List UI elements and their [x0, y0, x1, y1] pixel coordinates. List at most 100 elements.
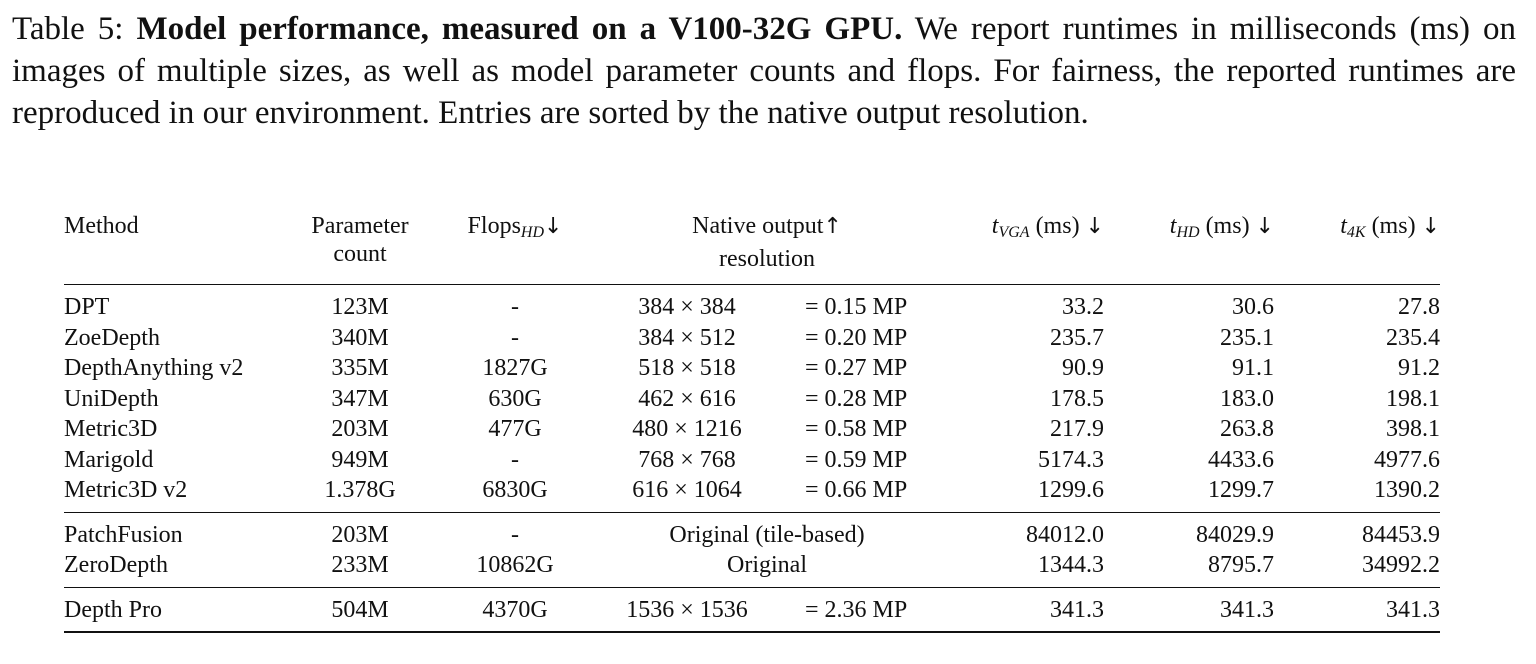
- t-4k-cell: 1390.2: [1374, 477, 1440, 503]
- t-hd-cell: 341.3: [1220, 596, 1274, 623]
- header-t-4k-arrow: ↓: [1421, 214, 1440, 239]
- flops-cell: -: [511, 324, 519, 351]
- method-cell: DepthAnything v2: [64, 355, 244, 381]
- table-row: Metric3D 203M 477G 480 × 1216 = 0.58 MP 217.9…: [64, 414, 1440, 445]
- t-vga-cell: 5174.3: [1038, 446, 1104, 473]
- flops-cell: -: [511, 446, 519, 473]
- method-cell: Metric3D v2: [64, 477, 188, 503]
- header-t-hd: tHD (ms) ↓: [1170, 212, 1274, 247]
- t-vga-cell: 178.5: [1050, 385, 1104, 412]
- header-flops-arrow: ↓: [544, 214, 563, 239]
- table-row: Depth Pro 504M 4370G 1536 × 1536 = 2.36 MP 34…: [64, 595, 1440, 626]
- header-t-hd-var: t: [1169, 213, 1177, 239]
- header-parameter-line1: Parameter: [311, 213, 409, 239]
- header-t-vga-var: t: [991, 213, 999, 239]
- header-flops-label: Flops: [467, 213, 521, 239]
- table-row: Marigold 949M - 768 × 768 = 0.59 MP 5174.3 443…: [64, 445, 1440, 476]
- caption-bold-title: Model performance, measured on a V100-32…: [136, 11, 903, 47]
- megapixel-cell: = 0.58 MP: [805, 416, 908, 442]
- table-row: ZeroDepth 233M 10862G Original 1344.3 8795.7 3…: [64, 550, 1440, 581]
- header-t-vga-arrow: ↓: [1085, 214, 1104, 239]
- resolution-cell: 480 × 1216: [632, 416, 742, 442]
- header-rule: [64, 284, 1440, 285]
- native-output-cell: Original: [727, 552, 807, 578]
- header-native-output: Native output↑ resolution: [692, 212, 842, 273]
- t-vga-cell: 90.9: [1062, 355, 1104, 381]
- flops-cell: 477G: [488, 416, 542, 442]
- t-hd-cell: 84029.9: [1196, 521, 1274, 548]
- resolution-cell: 462 × 616: [638, 385, 736, 412]
- group-single-scale: DPT 123M - 384 × 384 = 0.15 MP 33.2 30.6 27.8 Zo…: [64, 292, 1440, 506]
- t-4k-cell: 27.8: [1398, 294, 1440, 320]
- header-t-vga-sub: VGA: [998, 224, 1030, 241]
- group-depth-pro: Depth Pro 504M 4370G 1536 × 1536 = 2.36 MP 34…: [64, 595, 1440, 626]
- header-native-line2: resolution: [719, 246, 815, 272]
- megapixel-cell: = 2.36 MP: [805, 596, 908, 623]
- megapixel-cell: = 0.28 MP: [805, 385, 908, 412]
- t-hd-cell: 91.1: [1232, 355, 1274, 381]
- header-method: Method: [64, 213, 139, 239]
- method-cell: ZoeDepth: [64, 324, 160, 351]
- t-4k-cell: 235.4: [1386, 324, 1440, 351]
- caption-text: We report runtimes in milliseconds (ms) …: [12, 11, 1517, 131]
- t-4k-cell: 341.3: [1386, 596, 1440, 623]
- param-count-cell: 203M: [331, 416, 389, 442]
- flops-cell: 4370G: [482, 596, 548, 623]
- param-count-cell: 335M: [331, 355, 389, 381]
- header-parameter-count: Parameter count: [311, 212, 408, 268]
- resolution-cell: 518 × 518: [638, 355, 736, 381]
- t-vga-cell: 1299.6: [1038, 477, 1104, 503]
- megapixel-cell: = 0.27 MP: [805, 355, 908, 381]
- t-4k-cell: 198.1: [1386, 385, 1440, 412]
- method-cell: DPT: [64, 294, 110, 320]
- t-hd-cell: 183.0: [1220, 385, 1274, 412]
- table-row: PatchFusion 203M - Original (tile-based) 840…: [64, 520, 1440, 551]
- t-4k-cell: 84453.9: [1362, 521, 1440, 548]
- t-hd-cell: 235.1: [1220, 324, 1274, 351]
- t-vga-cell: 217.9: [1050, 416, 1104, 442]
- flops-cell: -: [511, 521, 519, 548]
- param-count-cell: 233M: [331, 552, 389, 578]
- table-row: ZoeDepth 340M - 384 × 512 = 0.20 MP 235.7 235.…: [64, 323, 1440, 354]
- header-native-line1: Native output: [692, 213, 824, 239]
- param-count-cell: 123M: [331, 294, 389, 320]
- t-vga-cell: 1344.3: [1038, 552, 1104, 578]
- header-t-4k-var: t: [1340, 213, 1347, 239]
- flops-cell: 6830G: [482, 477, 548, 503]
- t-hd-cell: 4433.6: [1208, 446, 1274, 473]
- header-t-hd-unit: (ms): [1205, 213, 1250, 239]
- table-row: Metric3D v2 1.378G 6830G 616 × 1064 = 0.66 M…: [64, 475, 1440, 506]
- group-tile-based: PatchFusion 203M - Original (tile-based) 840…: [64, 520, 1440, 581]
- table-row: DPT 123M - 384 × 384 = 0.15 MP 33.2 30.6 27.8: [64, 292, 1440, 323]
- flops-cell: -: [511, 294, 519, 320]
- table-caption: Table 5: Model performance, measured on …: [12, 8, 1516, 134]
- param-count-cell: 1.378G: [324, 477, 396, 503]
- t-vga-cell: 235.7: [1050, 324, 1104, 351]
- header-t-hd-sub: HD: [1176, 224, 1200, 241]
- native-output-cell: Original (tile-based): [669, 521, 865, 548]
- bottom-rule: [64, 631, 1440, 633]
- t-vga-cell: 341.3: [1050, 596, 1104, 623]
- t-4k-cell: 4977.6: [1374, 446, 1440, 473]
- header-t-vga-unit: (ms): [1035, 213, 1080, 239]
- header-t-4k: t4K (ms) ↓: [1340, 212, 1440, 247]
- t-4k-cell: 91.2: [1398, 355, 1440, 381]
- t-hd-cell: 1299.7: [1208, 477, 1274, 503]
- method-cell: UniDepth: [64, 385, 159, 412]
- megapixel-cell: = 0.66 MP: [805, 477, 908, 503]
- header-t-hd-arrow: ↓: [1255, 214, 1274, 239]
- param-count-cell: 347M: [331, 385, 389, 412]
- resolution-cell: 384 × 512: [638, 324, 736, 351]
- t-4k-cell: 34992.2: [1362, 552, 1440, 578]
- caption-label: Table 5:: [12, 11, 124, 47]
- t-vga-cell: 84012.0: [1026, 521, 1104, 548]
- resolution-cell: 1536 × 1536: [626, 596, 748, 623]
- method-cell: PatchFusion: [64, 521, 183, 548]
- group-rule-2: [64, 586, 1440, 588]
- param-count-cell: 504M: [331, 596, 389, 623]
- resolution-cell: 768 × 768: [638, 446, 736, 473]
- param-count-cell: 340M: [331, 324, 389, 351]
- header-t-4k-sub: 4K: [1346, 224, 1366, 241]
- header-t-4k-unit: (ms): [1371, 213, 1416, 239]
- header-flops-sub: HD: [520, 224, 545, 241]
